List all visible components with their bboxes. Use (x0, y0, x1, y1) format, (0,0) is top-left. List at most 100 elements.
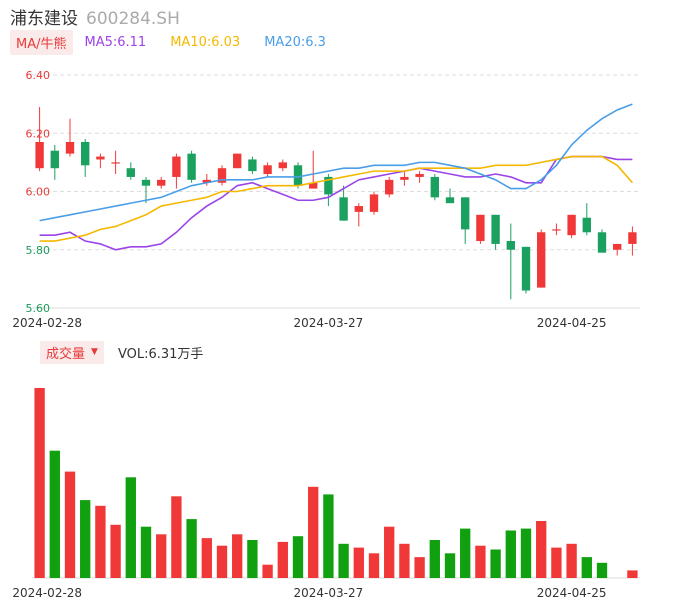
volume-bar (34, 388, 45, 578)
volume-bar (384, 526, 395, 578)
legend-ma20: MA20:6.3 (264, 34, 326, 50)
candlesticks (35, 107, 637, 300)
legend-ma10: MA10:6.03 (170, 34, 241, 50)
candle-body (278, 162, 287, 169)
volume-bar (460, 528, 471, 578)
price-axis: 6.40 6.20 6.00 5.80 5.60 (26, 69, 51, 315)
volume-bar (627, 570, 638, 578)
price-tick-label: 5.80 (26, 244, 51, 257)
volume-indicator-selector[interactable]: 成交量 ▼ (40, 340, 104, 364)
candle-body (567, 214, 576, 236)
volume-bar (247, 540, 258, 578)
volume-bar (536, 521, 547, 578)
volume-bar (596, 562, 608, 578)
volume-bar (368, 553, 380, 578)
candle-body (385, 179, 394, 195)
candle-body (354, 206, 363, 212)
price-x-axis: 2024-02-28 2024-03-27 2024-04-25 (12, 316, 606, 330)
volume-bar (80, 500, 91, 578)
candle-body (597, 232, 607, 253)
legend-ma5: MA5:6.11 (84, 34, 147, 50)
candle-body (521, 246, 531, 291)
volume-bar (581, 557, 592, 578)
candle-body (461, 197, 470, 230)
volume-bar (277, 541, 288, 578)
candle-body (248, 159, 257, 172)
volume-bar (201, 538, 212, 578)
candle-body (324, 176, 333, 195)
volume-bar (292, 536, 304, 578)
volume-bar (520, 528, 532, 578)
candle-body (537, 232, 546, 288)
volume-bar (308, 486, 319, 578)
volume-header: 成交量 ▼ VOL:6.31万手 (40, 340, 204, 364)
volume-x-tick-label: 2024-04-25 (537, 586, 607, 600)
volume-bar (505, 530, 516, 578)
ma20-line (39, 103, 633, 222)
candle-body (126, 168, 135, 177)
volume-bar (232, 534, 243, 578)
candle-body (369, 194, 379, 212)
candle-body (293, 165, 303, 186)
candle-body (582, 217, 591, 233)
volume-bar (566, 543, 577, 578)
volume-bar (551, 547, 562, 578)
candle-body (400, 176, 409, 180)
price-x-tick-label: 2024-03-27 (294, 316, 364, 330)
candle-body (217, 168, 227, 183)
volume-bar (262, 564, 273, 578)
price-x-tick-label: 2024-04-25 (537, 316, 607, 330)
stock-code: 600284.SH (86, 9, 180, 29)
ma-lines (39, 103, 634, 251)
candle-body (96, 156, 105, 160)
candle-body (111, 162, 120, 164)
candle-body (309, 182, 318, 189)
volume-x-tick-label: 2024-03-27 (294, 586, 364, 600)
volume-bar (444, 553, 456, 578)
candle-body (628, 232, 637, 244)
candle-body (263, 165, 272, 175)
volume-tag-label: 成交量 (46, 346, 86, 362)
stock-title: 浦东建设 600284.SH (10, 4, 180, 29)
candle-body (445, 197, 455, 204)
candle-body (233, 153, 242, 169)
price-tick-label: 6.20 (26, 127, 51, 140)
price-tick-label: 6.40 (26, 69, 51, 82)
volume-value: VOL:6.31万手 (117, 346, 204, 362)
candle-body (81, 141, 90, 166)
candle-body (506, 241, 515, 250)
volume-bar (323, 494, 334, 578)
volume-bar (338, 543, 349, 578)
volume-bar (353, 547, 364, 578)
ma10-line (39, 155, 634, 242)
candle-body (187, 153, 196, 180)
price-x-tick-label: 2024-02-28 (12, 316, 82, 330)
candle-body (35, 141, 44, 169)
volume-bars (32, 388, 640, 579)
candle-body (476, 214, 485, 242)
candle-body (430, 176, 439, 198)
price-grid (32, 74, 640, 309)
volume-bar (216, 545, 228, 578)
candle-body (65, 141, 75, 154)
volume-x-tick-label: 2024-02-28 (12, 586, 82, 600)
price-tick-label: 6.00 (26, 186, 51, 199)
caret-down-icon: ▼ (91, 347, 98, 357)
candle-body (202, 179, 211, 183)
volume-bar (156, 534, 167, 578)
volume-bar (399, 543, 410, 578)
candle-body (491, 214, 500, 244)
candle-body (339, 197, 348, 221)
volume-bar (414, 557, 425, 578)
candle-body (157, 179, 166, 186)
volume-bar (429, 540, 440, 578)
ma-indicator-selector[interactable]: MA/牛熊 (10, 29, 73, 55)
volume-bar (125, 477, 136, 578)
ma-legend: MA/牛熊 MA5:6.11 MA10:6.03 MA20:6.3 (10, 29, 350, 55)
candle-body (613, 243, 622, 250)
ma5-line (39, 155, 633, 251)
volume-bar (490, 549, 501, 578)
stock-name: 浦东建设 (10, 9, 78, 29)
candle-body (415, 174, 424, 177)
